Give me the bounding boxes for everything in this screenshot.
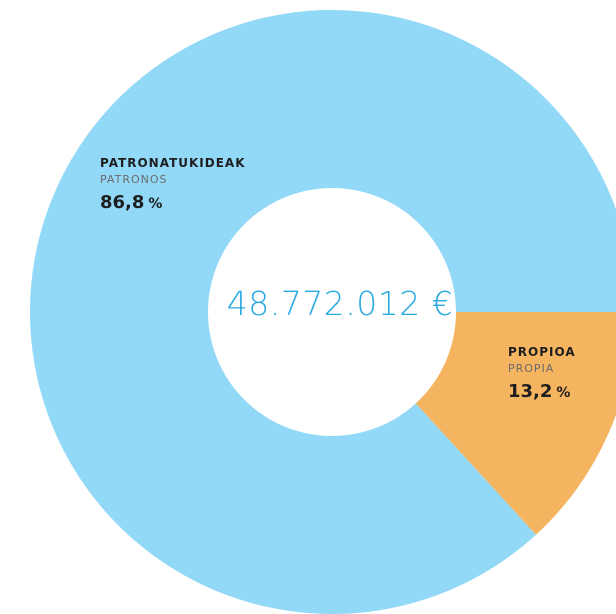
slice-label-es: PATRONOS	[100, 173, 168, 186]
slice-patronos	[30, 10, 616, 614]
slice-value-number: 86,8	[100, 192, 145, 213]
slice-value: 86,8%	[100, 188, 246, 219]
slice-value-number: 13,2	[508, 381, 553, 402]
slice-label-propia: PROPIOA PROPIA 13,2%	[508, 343, 576, 408]
slice-propia	[415, 312, 616, 535]
slice-label-patronos: PATRONATUKIDEAK PATRONOS 86,8%	[100, 154, 246, 219]
slice-label-es: PROPIA	[508, 362, 555, 375]
slice-value-unit: %	[148, 196, 163, 212]
total-amount: 48.772.012 €	[226, 284, 454, 323]
slice-label-eu: PATRONATUKIDEAK	[100, 156, 246, 170]
slice-value: 13,2%	[508, 377, 576, 408]
slice-label-eu: PROPIOA	[508, 345, 576, 359]
slice-value-unit: %	[556, 385, 571, 401]
